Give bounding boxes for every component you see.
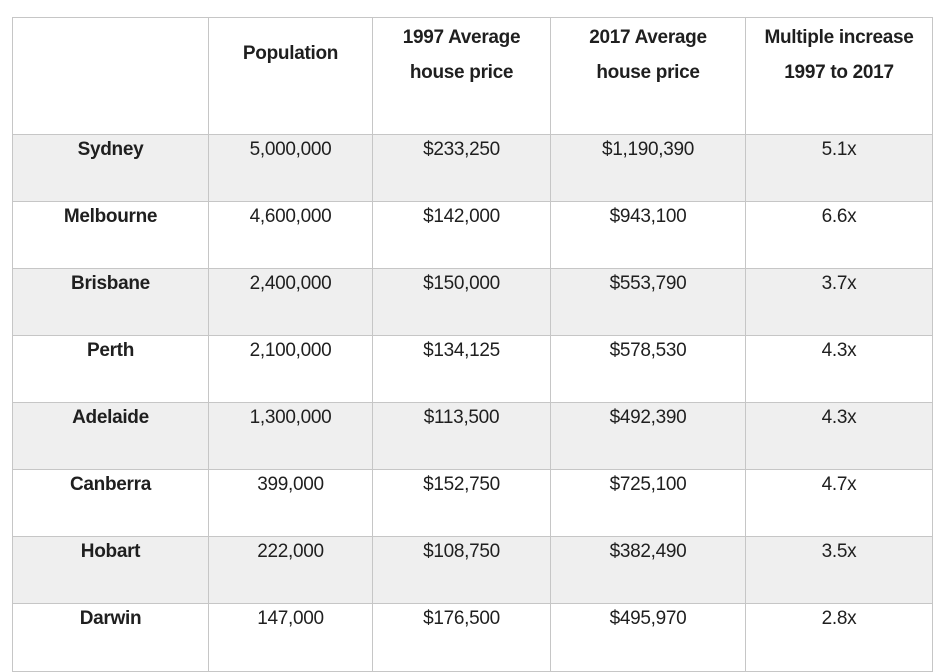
table-row: Hobart 222,000 $108,750 $382,490 3.5x xyxy=(12,536,933,604)
header-cell-multiple: Multiple increase 1997 to 2017 xyxy=(745,17,933,135)
price-2017-cell: $1,190,390 xyxy=(550,134,746,202)
table-row: Brisbane 2,400,000 $150,000 $553,790 3.7… xyxy=(12,268,933,336)
table-row: Perth 2,100,000 $134,125 $578,530 4.3x xyxy=(12,335,933,403)
population-cell: 147,000 xyxy=(208,603,373,672)
multiple-cell: 4.3x xyxy=(745,335,933,403)
city-cell: Canberra xyxy=(12,469,209,537)
table-row: Canberra 399,000 $152,750 $725,100 4.7x xyxy=(12,469,933,537)
price-1997-cell: $134,125 xyxy=(372,335,551,403)
population-cell: 5,000,000 xyxy=(208,134,373,202)
multiple-cell: 6.6x xyxy=(745,201,933,269)
city-cell: Darwin xyxy=(12,603,209,672)
header-line: house price xyxy=(596,62,700,83)
header-cell-2017-price: 2017 Average house price xyxy=(550,17,746,135)
population-cell: 222,000 xyxy=(208,536,373,604)
multiple-cell: 4.7x xyxy=(745,469,933,537)
header-line: 1997 to 2017 xyxy=(784,62,894,83)
multiple-cell: 3.7x xyxy=(745,268,933,336)
price-2017-cell: $553,790 xyxy=(550,268,746,336)
city-cell: Perth xyxy=(12,335,209,403)
header-line: Multiple increase xyxy=(764,27,914,48)
header-line: 2017 Average xyxy=(589,27,707,48)
price-2017-cell: $495,970 xyxy=(550,603,746,672)
table-header: Population 1997 Average house price 2017… xyxy=(12,17,933,135)
multiple-cell: 5.1x xyxy=(745,134,933,202)
price-2017-cell: $578,530 xyxy=(550,335,746,403)
multiple-cell: 4.3x xyxy=(745,402,933,470)
population-cell: 1,300,000 xyxy=(208,402,373,470)
table-row: Adelaide 1,300,000 $113,500 $492,390 4.3… xyxy=(12,402,933,470)
multiple-cell: 2.8x xyxy=(745,603,933,672)
header-cell-population: Population xyxy=(208,17,373,135)
header-line: house price xyxy=(409,62,514,83)
price-2017-cell: $725,100 xyxy=(550,469,746,537)
price-2017-cell: $382,490 xyxy=(550,536,746,604)
population-cell: 2,400,000 xyxy=(208,268,373,336)
price-2017-cell: $943,100 xyxy=(550,201,746,269)
price-1997-cell: $113,500 xyxy=(372,402,551,470)
price-1997-cell: $142,000 xyxy=(372,201,551,269)
table-row: Sydney 5,000,000 $233,250 $1,190,390 5.1… xyxy=(12,134,933,202)
table-row: Darwin 147,000 $176,500 $495,970 2.8x xyxy=(12,603,933,672)
table-body: Sydney 5,000,000 $233,250 $1,190,390 5.1… xyxy=(12,134,933,672)
header-cell-1997-price: 1997 Average house price xyxy=(372,17,551,135)
population-cell: 2,100,000 xyxy=(208,335,373,403)
price-1997-cell: $108,750 xyxy=(372,536,551,604)
population-cell: 4,600,000 xyxy=(208,201,373,269)
price-1997-cell: $176,500 xyxy=(372,603,551,672)
header-cell-city xyxy=(12,17,209,135)
city-cell: Sydney xyxy=(12,134,209,202)
price-1997-cell: $152,750 xyxy=(372,469,551,537)
house-price-table-container: Population 1997 Average house price 2017… xyxy=(12,17,933,672)
house-price-table: Population 1997 Average house price 2017… xyxy=(12,17,933,672)
header-line: 1997 Average xyxy=(402,27,521,48)
city-cell: Melbourne xyxy=(12,201,209,269)
price-1997-cell: $233,250 xyxy=(372,134,551,202)
table-row: Melbourne 4,600,000 $142,000 $943,100 6.… xyxy=(12,201,933,269)
city-cell: Hobart xyxy=(12,536,209,604)
city-cell: Brisbane xyxy=(12,268,209,336)
city-cell: Adelaide xyxy=(12,402,209,470)
population-cell: 399,000 xyxy=(208,469,373,537)
header-row: Population 1997 Average house price 2017… xyxy=(12,17,933,135)
price-1997-cell: $150,000 xyxy=(372,268,551,336)
price-2017-cell: $492,390 xyxy=(550,402,746,470)
multiple-cell: 3.5x xyxy=(745,536,933,604)
